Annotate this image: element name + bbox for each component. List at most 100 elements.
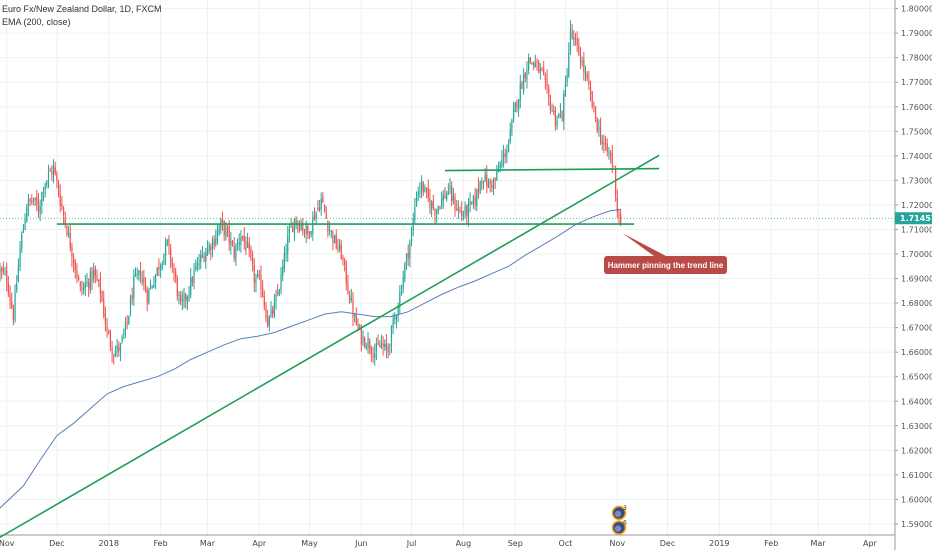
candle-body [526,70,528,80]
event-marker-inner [614,525,622,532]
x-tick-label: Aug [456,539,472,548]
x-tick-label: Oct [559,539,573,548]
candle-body [0,268,1,273]
candle-body [255,277,257,284]
candle-body [394,316,396,320]
candle-body [573,37,575,40]
candle-body [479,181,481,194]
y-tick-label: 1.67000 [901,324,932,333]
candle-body [338,244,341,250]
candle-body [444,193,446,199]
y-tick-label: 1.63000 [901,422,932,431]
candle-body [441,198,443,207]
candle-body [474,196,476,206]
candle-body [466,205,468,216]
candle-body [596,119,598,131]
chart-legend: Euro Fx/New Zealand Dollar, 1D, FXCM EMA… [2,3,162,29]
candle-body [437,205,439,210]
candle-body [531,63,533,65]
candle-body [257,275,259,277]
candle-body [310,231,312,235]
candle-body [554,110,557,126]
candle-body [273,302,275,316]
candle-body [138,270,140,275]
candle-body [524,72,526,78]
y-tick-label: 1.78000 [901,54,932,63]
candle-body [98,279,100,281]
candle-body [340,244,342,260]
candle-body [86,281,88,285]
candle-body [492,178,495,190]
candle-body [461,210,463,216]
candle-body [350,297,352,300]
candle-body [196,262,199,269]
candle-body [528,57,530,71]
x-tick-label: Mar [810,539,826,548]
candle-body [544,75,546,80]
candle-body [432,201,434,209]
candle-body [114,350,117,357]
candle-body [521,82,523,89]
indicator-label[interactable]: EMA (200, close) [2,17,71,27]
candle-body [549,96,551,110]
candle-body [499,163,501,169]
candle-body [516,101,518,108]
annotations[interactable]: Hammer pinning the trend line [604,233,727,274]
candle-body [285,253,287,255]
candle-body [27,199,30,209]
candle-body [584,73,587,75]
candle-body [328,229,331,231]
x-tick-label: Dec [660,539,675,548]
candle-body [402,276,404,290]
candle-body [487,181,490,188]
candle-body [618,213,620,216]
candle-body [608,152,610,154]
candle-body [245,240,247,251]
candle-body [313,216,316,220]
candle-body [185,293,187,301]
candle-body [24,219,26,231]
candle-body [327,220,329,232]
drawings[interactable] [0,154,660,541]
candle-body [588,80,590,85]
candle-body [226,227,229,229]
candle-body [21,235,23,249]
candle-body [116,345,118,352]
candle-body [457,208,459,211]
candle-body [168,238,170,246]
candle-body [267,318,269,327]
candle-body [322,197,324,203]
symbol-title[interactable]: Euro Fx/New Zealand Dollar, 1D, FXCM [2,4,162,14]
candle-body [211,240,214,249]
candle-body [347,283,349,293]
candle-body [553,110,555,112]
candle-body [61,204,63,208]
y-tick-label: 1.62000 [901,446,932,455]
y-tick-label: 1.72000 [901,201,932,210]
x-tick-label: Feb [154,539,168,548]
candle-body [362,336,364,343]
candle-body [420,181,423,191]
candle-body [151,286,153,288]
candle-body [484,174,486,182]
candle-body [563,94,565,122]
candle-body [146,290,148,303]
candle-body [188,293,190,300]
candle-body [81,287,83,290]
candle-body [287,234,289,254]
candle-body [417,192,419,196]
candle-body [395,316,398,319]
candle-body [603,142,605,145]
events[interactable]: 36 [611,505,627,535]
y-axis[interactable]: 1.80000 1.79000 1.78000 1.77000 1.76000 1.750… [894,0,932,550]
candle-body [459,210,461,212]
candle-body [579,54,582,64]
candle-body [410,231,413,243]
candle-body [576,38,578,45]
candle-body [325,213,327,219]
candle-body [382,343,384,347]
candle-body [1,268,3,271]
candle-body [599,127,602,142]
candle-body [295,217,297,225]
